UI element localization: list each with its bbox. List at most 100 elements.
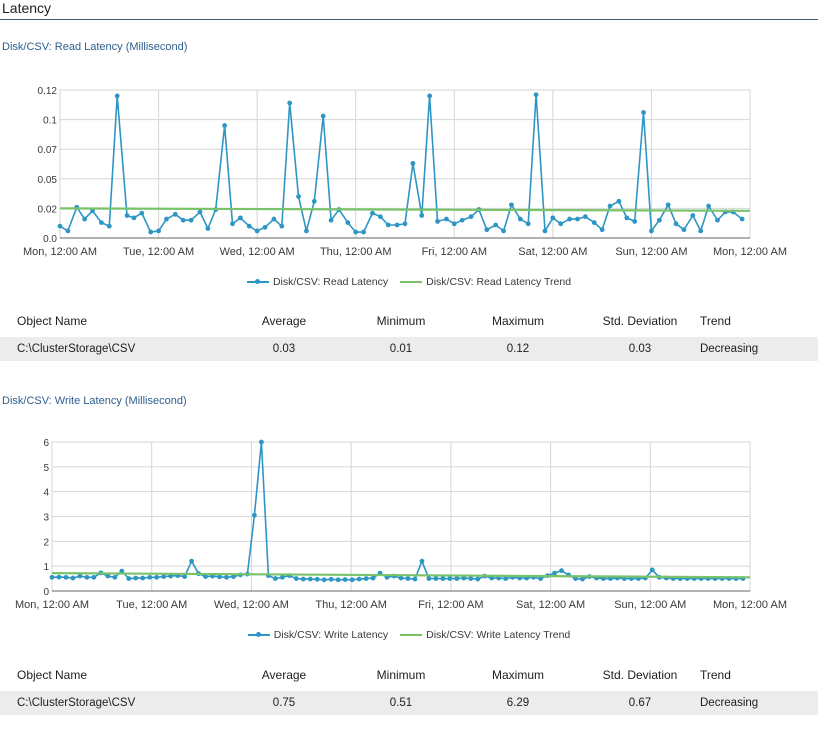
legend-label: Disk/CSV: Read Latency Trend [426,276,572,288]
data-point [182,574,188,579]
data-point [405,576,411,581]
data-point [314,576,320,582]
data-point [419,213,425,218]
y-tick-label: 0.12 [38,86,58,97]
write-latency-chart: 0 1 2 3 4 5 6 Mon, 12:00 AM Tue, 12:00 AM Wed, 12… [15,438,787,611]
data-point [567,216,573,222]
read-latency-chart: 0.0 0.02 0.05 0.07 0.1 0.12 Mon, 12:00 AM Tue, … [23,86,787,258]
data-point [493,222,499,228]
data-point [311,198,317,204]
data-point [475,576,481,582]
data-point [533,92,539,98]
data-point [673,221,679,227]
data-point [293,576,299,581]
x-tick-label: Mon, 12:00 AM [713,246,787,258]
data-point [259,439,264,445]
data-point [63,574,69,580]
data-point [124,213,130,218]
data-point [147,574,153,580]
data-point [412,576,418,582]
trend-line [59,207,751,212]
data-point [217,574,222,580]
data-point [156,228,161,234]
data-point [575,216,580,222]
y-tick-label: 0 [43,587,49,598]
data-point [649,228,654,234]
table-header-row: Object Name Average Minimum Maximum Std.… [0,659,818,691]
data-point [161,574,167,579]
column-header: Maximum [491,314,544,328]
data-point [356,576,362,582]
object-name-cell: C:\ClusterStorage\CSV [0,691,218,715]
y-tick-label: 4 [43,488,49,499]
data-point [454,576,460,581]
x-tick-label: Sat, 12:00 AM [518,246,587,258]
data-point [353,229,359,235]
y-tick-label: 1 [43,562,49,573]
x-tick-label: Wed, 12:00 AM [220,246,295,258]
table-header-row: Object Name Average Minimum Maximum Std.… [0,305,818,337]
data-point [665,202,671,208]
data-point [349,577,355,583]
series-line [51,441,743,581]
data-point [119,568,125,574]
data-point [246,223,252,229]
data-point [99,220,104,226]
data-point [484,227,490,233]
data-point [582,214,588,220]
data-point [84,574,90,580]
legend-item-write-latency-trend[interactable]: Disk/CSV: Write Latency Trend [400,629,570,641]
data-point [715,217,720,223]
data-point [426,576,432,581]
data-point [222,123,228,128]
std-deviation-cell: 0.03 [584,337,696,361]
x-tick-label: Sun, 12:00 AM [615,246,687,258]
std-deviation-cell: 0.67 [584,691,696,715]
data-point [550,215,556,221]
y-tick-label: 0.02 [38,204,58,215]
read-latency-stats-table: Object Name Average Minimum Maximum Std.… [0,305,818,361]
data-point [300,576,306,582]
data-point [468,214,474,220]
table-row: C:\ClusterStorage\CSV 0.75 0.51 6.29 0.6… [0,691,818,715]
y-tick-label: 3 [43,513,49,524]
average-cell: 0.03 [218,337,350,361]
legend-label: Disk/CSV: Write Latency [273,629,389,641]
data-point [148,229,154,235]
maximum-cell: 6.29 [452,691,584,715]
data-point [320,113,326,119]
data-point [503,576,509,581]
column-header: Minimum [376,314,426,328]
y-tick-label: 0.05 [38,175,58,186]
x-tick-label: Thu, 12:00 AM [315,599,387,611]
data-point [607,203,613,209]
data-point [197,209,203,215]
data-point [254,228,260,234]
x-tick-label: Fri, 12:00 AM [418,599,483,611]
column-header: Average [261,314,307,328]
data-point [468,576,474,581]
data-point [656,217,662,223]
trend-line [51,572,751,579]
column-header: Trend [700,314,731,328]
maximum-cell: 0.12 [452,337,584,361]
data-point [361,229,366,235]
data-point [419,558,425,564]
data-point [410,161,416,166]
legend-item-write-latency[interactable]: Disk/CSV: Write Latency [247,629,389,641]
legend-item-read-latency[interactable]: Disk/CSV: Read Latency [246,276,388,288]
x-tick-label: Sun, 12:00 AM [614,599,686,611]
average-cell: 0.75 [218,691,350,715]
table-row: C:\ClusterStorage\CSV 0.03 0.01 0.12 0.0… [0,337,818,361]
data-point [739,216,745,222]
data-point [440,576,446,581]
data-point [509,202,514,208]
data-point [517,216,523,222]
data-point [690,213,696,218]
legend-item-read-latency-trend[interactable]: Disk/CSV: Read Latency Trend [400,276,571,288]
data-point [624,215,630,221]
data-point [427,93,433,99]
y-tick-label: 2 [43,537,49,548]
data-point [632,219,638,224]
data-point [335,577,341,583]
